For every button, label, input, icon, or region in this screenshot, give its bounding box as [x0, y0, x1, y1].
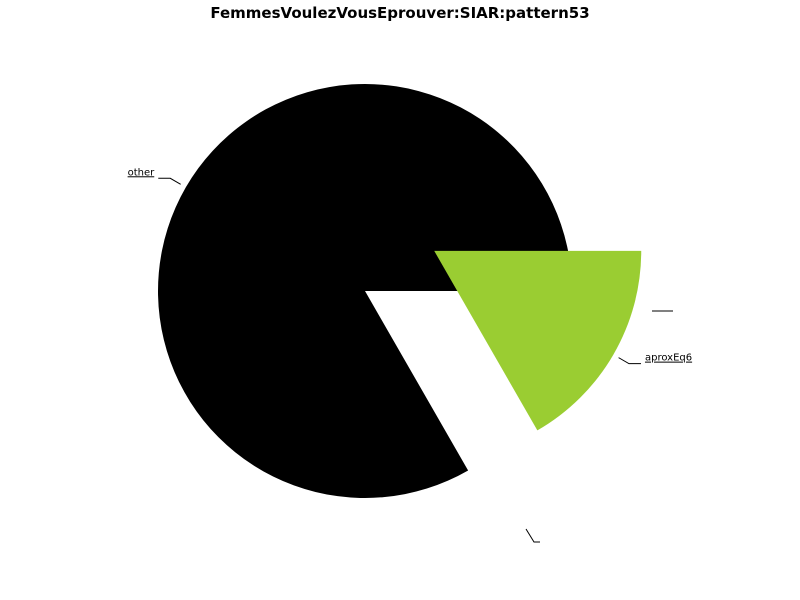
chart-title: FemmesVoulezVousEprouver:SIAR:pattern53: [210, 4, 590, 22]
leader-line-empty-b: [525, 528, 540, 543]
pie-slices: [158, 84, 642, 499]
slice-label-aproxEq6: aproxEq6: [645, 353, 692, 364]
leader-line-aproxEq6: [618, 357, 641, 365]
pie-labels: other aproxEq6: [128, 167, 692, 543]
pie-slice-other: [158, 84, 572, 499]
pie-slice-aproxEq6: [434, 250, 642, 431]
slice-label-other: other: [128, 167, 156, 178]
leader-line-other: [158, 177, 181, 185]
